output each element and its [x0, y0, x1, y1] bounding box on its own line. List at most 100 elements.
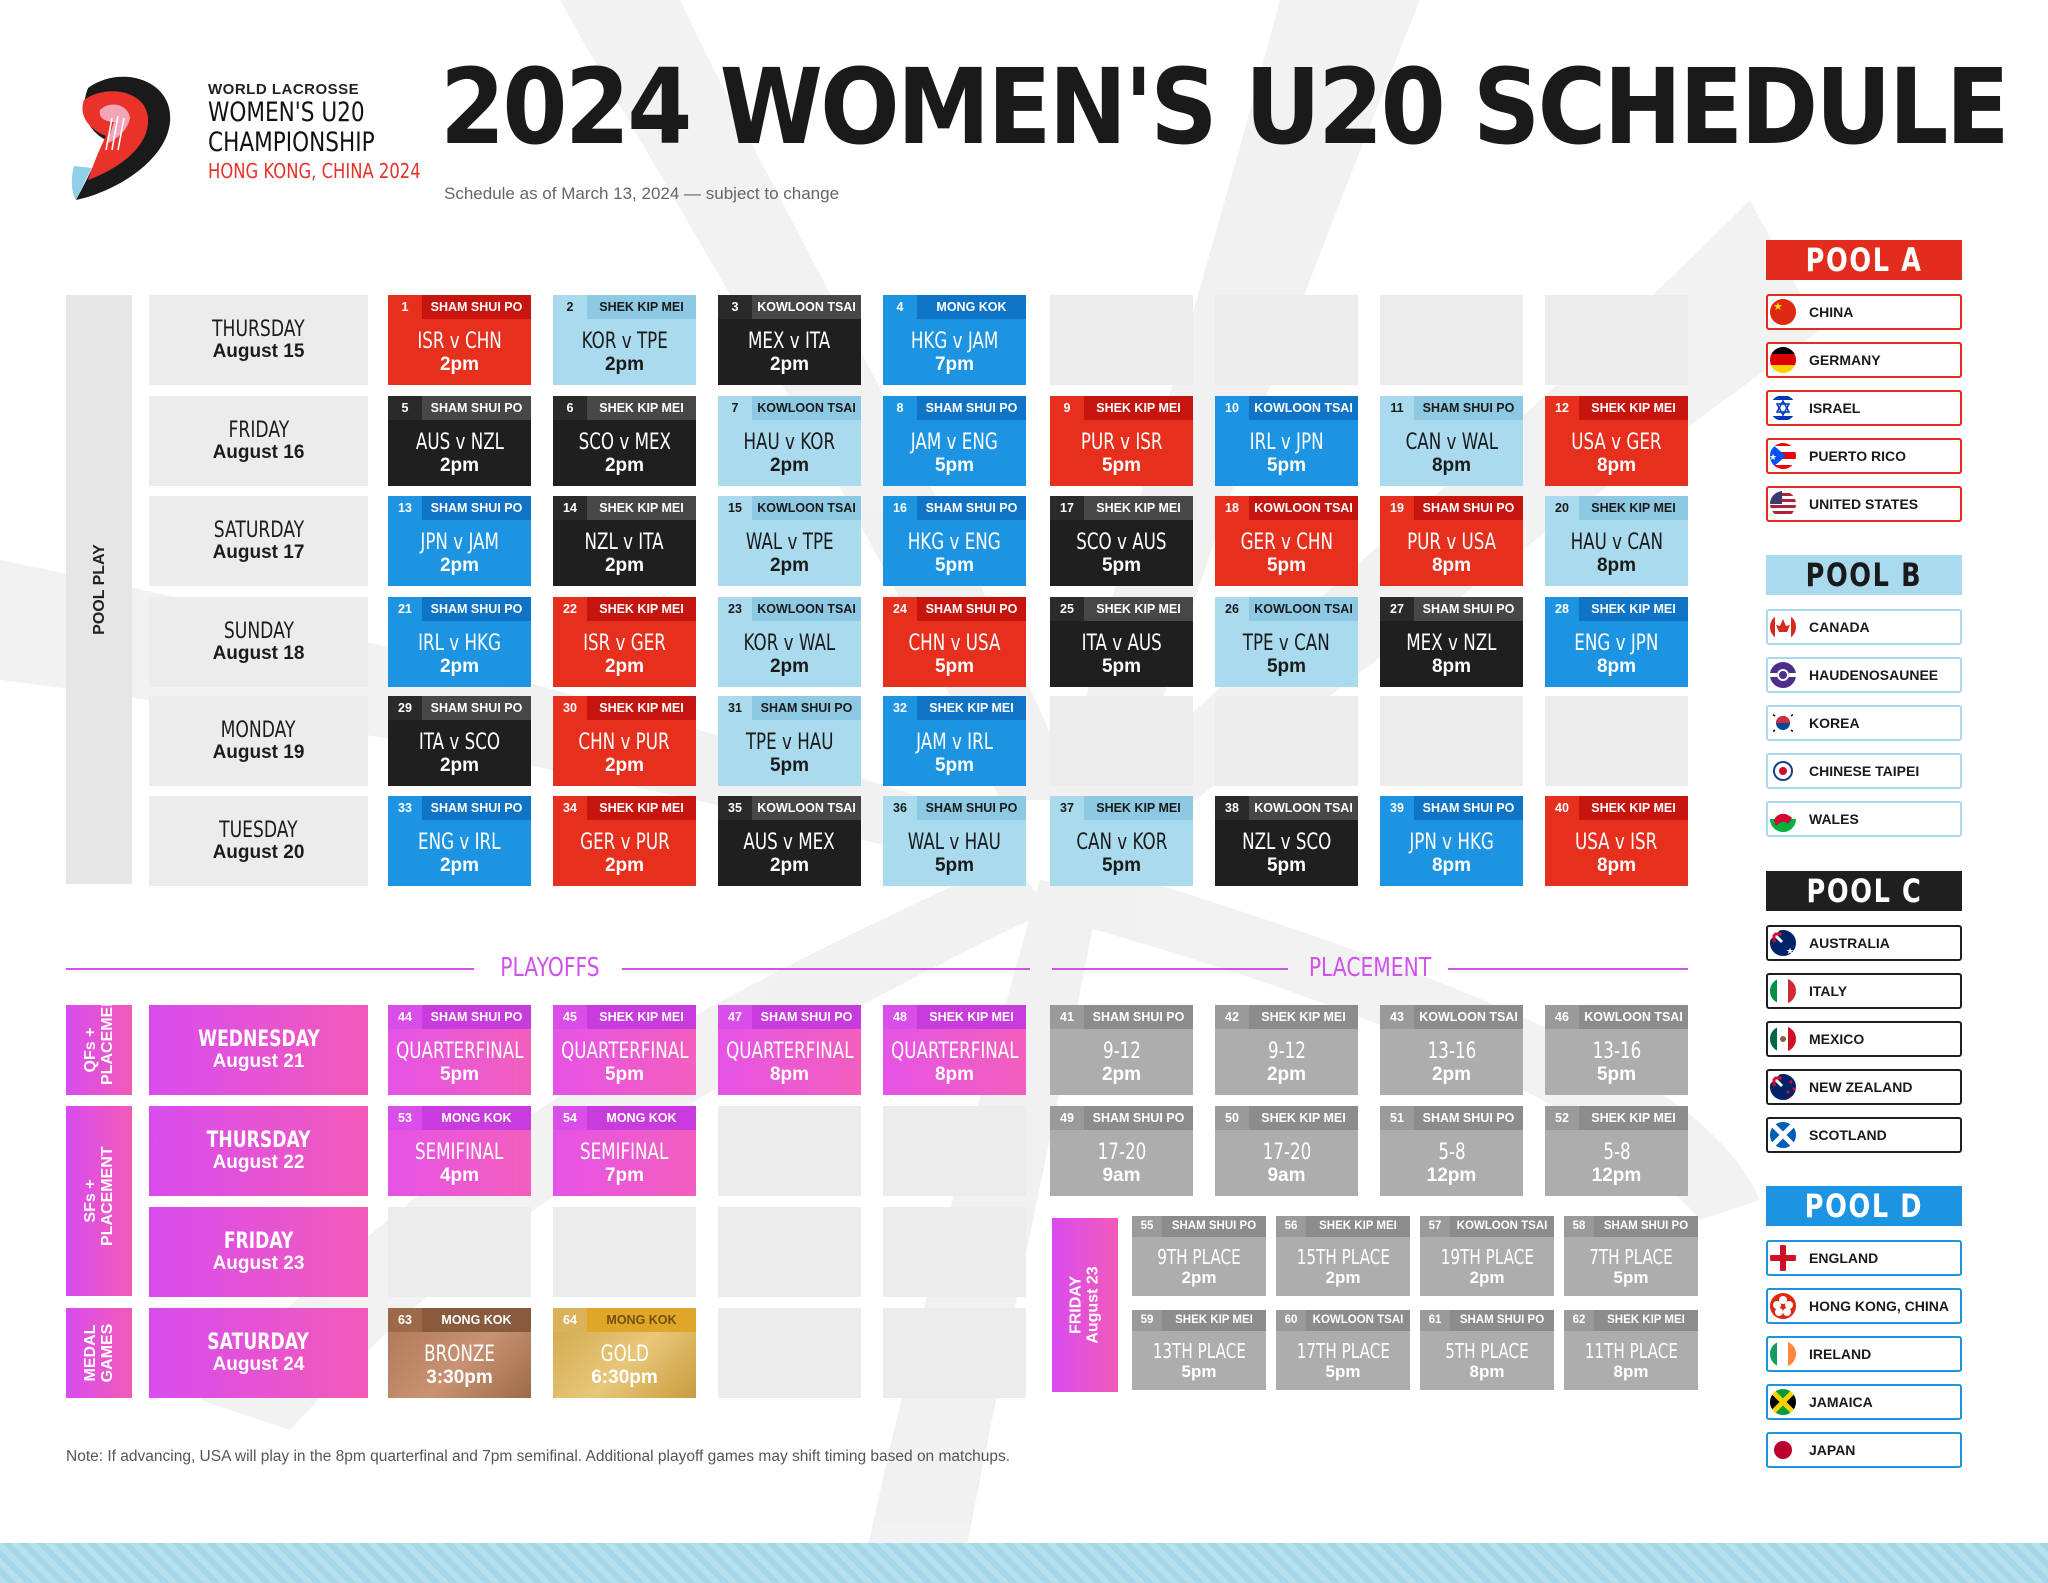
team-england: ENGLAND	[1766, 1240, 1962, 1276]
game-card-43[interactable]: 43 KOWLOON TSAI 13-16 2pm	[1380, 1005, 1523, 1095]
game-card-40[interactable]: 40 SHEK KIP MEI USA v ISR 8pm	[1545, 796, 1688, 886]
day-label-5: TUESDAY August 20	[149, 796, 368, 886]
game-matchup: ISR v CHN	[417, 328, 502, 354]
game-card-header: 27 SHAM SHUI PO	[1380, 597, 1523, 621]
game-card-body: CAN v WAL 8pm	[1380, 420, 1523, 486]
game-card-56[interactable]: 56 SHEK KIP MEI 15TH PLACE 2pm	[1276, 1216, 1410, 1296]
game-card-41[interactable]: 41 SHAM SHUI PO 9-12 2pm	[1050, 1005, 1193, 1095]
footer-band	[0, 1543, 2048, 1583]
game-card-23[interactable]: 23 KOWLOON TSAI KOR v WAL 2pm	[718, 597, 861, 687]
game-card-32[interactable]: 32 SHEK KIP MEI JAM v IRL 5pm	[883, 696, 1026, 786]
game-card-18[interactable]: 18 KOWLOON TSAI GER v CHN 5pm	[1215, 496, 1358, 586]
game-card-64[interactable]: 64 MONG KOK GOLD 6:30pm	[553, 1308, 696, 1398]
game-venue: KOWLOON TSAI	[1584, 1010, 1683, 1024]
game-card-10[interactable]: 10 KOWLOON TSAI IRL v JPN 5pm	[1215, 396, 1358, 486]
game-venue: SHEK KIP MEI	[1591, 801, 1676, 815]
game-card-38[interactable]: 38 KOWLOON TSAI NZL v SCO 5pm	[1215, 796, 1358, 886]
game-card-42[interactable]: 42 SHEK KIP MEI 9-12 2pm	[1215, 1005, 1358, 1095]
game-card-19[interactable]: 19 SHAM SHUI PO PUR v USA 8pm	[1380, 496, 1523, 586]
game-card-24[interactable]: 24 SHAM SHUI PO CHN v USA 5pm	[883, 597, 1026, 687]
game-card-body: 5-8 12pm	[1545, 1130, 1688, 1196]
game-card-8[interactable]: 8 SHAM SHUI PO JAM v ENG 5pm	[883, 396, 1026, 486]
game-card-25[interactable]: 25 SHEK KIP MEI ITA v AUS 5pm	[1050, 597, 1193, 687]
game-card-51[interactable]: 51 SHAM SHUI PO 5-8 12pm	[1380, 1106, 1523, 1196]
game-matchup: HKG v JAM	[910, 328, 999, 354]
game-card-body: 17-20 9am	[1050, 1130, 1193, 1196]
game-card-44[interactable]: 44 SHAM SHUI PO QUARTERFINAL 5pm	[388, 1005, 531, 1095]
game-card-6[interactable]: 6 SHEK KIP MEI SCO v MEX 2pm	[553, 396, 696, 486]
game-card-39[interactable]: 39 SHAM SHUI PO JPN v HKG 8pm	[1380, 796, 1523, 886]
game-number: 59	[1132, 1310, 1162, 1331]
game-card-54[interactable]: 54 MONG KOK SEMIFINAL 7pm	[553, 1106, 696, 1196]
game-card-body: QUARTERFINAL 8pm	[883, 1029, 1026, 1095]
day-name: TUESDAY	[219, 818, 298, 844]
game-card-20[interactable]: 20 SHEK KIP MEI HAU v CAN 8pm	[1545, 496, 1688, 586]
game-card-46[interactable]: 46 KOWLOON TSAI 13-16 5pm	[1545, 1005, 1688, 1095]
game-card-60[interactable]: 60 KOWLOON TSAI 17TH PLACE 5pm	[1276, 1310, 1410, 1390]
game-venue: SHAM SHUI PO	[925, 602, 1018, 616]
game-card-28[interactable]: 28 SHEK KIP MEI ENG v JPN 8pm	[1545, 597, 1688, 687]
game-card-21[interactable]: 21 SHAM SHUI PO IRL v HKG 2pm	[388, 597, 531, 687]
game-card-36[interactable]: 36 SHAM SHUI PO WAL v HAU 5pm	[883, 796, 1026, 886]
game-matchup: QUARTERFINAL	[725, 1038, 854, 1064]
game-card-53[interactable]: 53 MONG KOK SEMIFINAL 4pm	[388, 1106, 531, 1196]
game-card-body: HAU v KOR 2pm	[718, 420, 861, 486]
game-card-47[interactable]: 47 SHAM SHUI PO QUARTERFINAL 8pm	[718, 1005, 861, 1095]
game-card-31[interactable]: 31 SHAM SHUI PO TPE v HAU 5pm	[718, 696, 861, 786]
game-card-29[interactable]: 29 SHAM SHUI PO ITA v SCO 2pm	[388, 696, 531, 786]
game-venue: SHAM SHUI PO	[430, 300, 523, 314]
game-card-27[interactable]: 27 SHAM SHUI PO MEX v NZL 8pm	[1380, 597, 1523, 687]
game-card-52[interactable]: 52 SHEK KIP MEI 5-8 12pm	[1545, 1106, 1688, 1196]
game-card-5[interactable]: 5 SHAM SHUI PO AUS v NZL 2pm	[388, 396, 531, 486]
game-card-59[interactable]: 59 SHEK KIP MEI 13TH PLACE 5pm	[1132, 1310, 1266, 1390]
game-card-7[interactable]: 7 KOWLOON TSAI HAU v KOR 2pm	[718, 396, 861, 486]
game-time: 5pm	[1613, 1268, 1649, 1287]
game-number: 10	[1215, 396, 1249, 420]
game-card-48[interactable]: 48 SHEK KIP MEI QUARTERFINAL 8pm	[883, 1005, 1026, 1095]
game-card-12[interactable]: 12 SHEK KIP MEI USA v GER 8pm	[1545, 396, 1688, 486]
game-card-35[interactable]: 35 KOWLOON TSAI AUS v MEX 2pm	[718, 796, 861, 886]
game-card-header: 37 SHEK KIP MEI	[1050, 796, 1193, 820]
game-card-1[interactable]: 1 SHAM SHUI PO ISR v CHN 2pm	[388, 295, 531, 385]
placement-line-right	[1448, 968, 1688, 970]
game-matchup: IRL v HKG	[418, 630, 501, 656]
game-card-15[interactable]: 15 KOWLOON TSAI WAL v TPE 2pm	[718, 496, 861, 586]
pool-name: POOL B	[1805, 556, 1923, 594]
game-card-63[interactable]: 63 MONG KOK BRONZE 3:30pm	[388, 1308, 531, 1398]
game-card-61[interactable]: 61 SHAM SHUI PO 5TH PLACE 8pm	[1420, 1310, 1554, 1390]
game-card-22[interactable]: 22 SHEK KIP MEI ISR v GER 2pm	[553, 597, 696, 687]
game-card-header: 31 SHAM SHUI PO	[718, 696, 861, 720]
game-time: 5pm	[1101, 454, 1142, 476]
game-card-26[interactable]: 26 KOWLOON TSAI TPE v CAN 5pm	[1215, 597, 1358, 687]
medal-games-text: MEDAL GAMES	[82, 1323, 116, 1383]
game-card-50[interactable]: 50 SHEK KIP MEI 17-20 9am	[1215, 1106, 1358, 1196]
game-card-body: ISR v GER 2pm	[553, 621, 696, 687]
game-card-16[interactable]: 16 SHAM SHUI PO HKG v ENG 5pm	[883, 496, 1026, 586]
game-card-45[interactable]: 45 SHEK KIP MEI QUARTERFINAL 5pm	[553, 1005, 696, 1095]
game-card-body: NZL v ITA 2pm	[553, 520, 696, 586]
game-card-header: 6 SHEK KIP MEI	[553, 396, 696, 420]
game-card-30[interactable]: 30 SHEK KIP MEI CHN v PUR 2pm	[553, 696, 696, 786]
game-card-body: GER v CHN 5pm	[1215, 520, 1358, 586]
day-date: August 19	[212, 741, 305, 763]
game-card-37[interactable]: 37 SHEK KIP MEI CAN v KOR 5pm	[1050, 796, 1193, 886]
game-card-57[interactable]: 57 KOWLOON TSAI 19TH PLACE 2pm	[1420, 1216, 1554, 1296]
game-time: 2pm	[604, 454, 645, 476]
game-card-62[interactable]: 62 SHEK KIP MEI 11TH PLACE 8pm	[1564, 1310, 1698, 1390]
game-card-17[interactable]: 17 SHEK KIP MEI SCO v AUS 5pm	[1050, 496, 1193, 586]
game-matchup: 13-16	[1592, 1038, 1641, 1064]
game-card-3[interactable]: 3 KOWLOON TSAI MEX v ITA 2pm	[718, 295, 861, 385]
game-card-49[interactable]: 49 SHAM SHUI PO 17-20 9am	[1050, 1106, 1193, 1196]
game-card-4[interactable]: 4 MONG KOK HKG v JAM 7pm	[883, 295, 1026, 385]
game-card-11[interactable]: 11 SHAM SHUI PO CAN v WAL 8pm	[1380, 396, 1523, 486]
game-card-55[interactable]: 55 SHAM SHUI PO 9TH PLACE 2pm	[1132, 1216, 1266, 1296]
game-card-header: 30 SHEK KIP MEI	[553, 696, 696, 720]
game-card-9[interactable]: 9 SHEK KIP MEI PUR v ISR 5pm	[1050, 396, 1193, 486]
game-card-13[interactable]: 13 SHAM SHUI PO JPN v JAM 2pm	[388, 496, 531, 586]
game-card-2[interactable]: 2 SHEK KIP MEI KOR v TPE 2pm	[553, 295, 696, 385]
game-card-34[interactable]: 34 SHEK KIP MEI GER v PUR 2pm	[553, 796, 696, 886]
game-card-14[interactable]: 14 SHEK KIP MEI NZL v ITA 2pm	[553, 496, 696, 586]
game-number: 55	[1132, 1216, 1162, 1237]
game-card-58[interactable]: 58 SHAM SHUI PO 7TH PLACE 5pm	[1564, 1216, 1698, 1296]
game-card-33[interactable]: 33 SHAM SHUI PO ENG v IRL 2pm	[388, 796, 531, 886]
